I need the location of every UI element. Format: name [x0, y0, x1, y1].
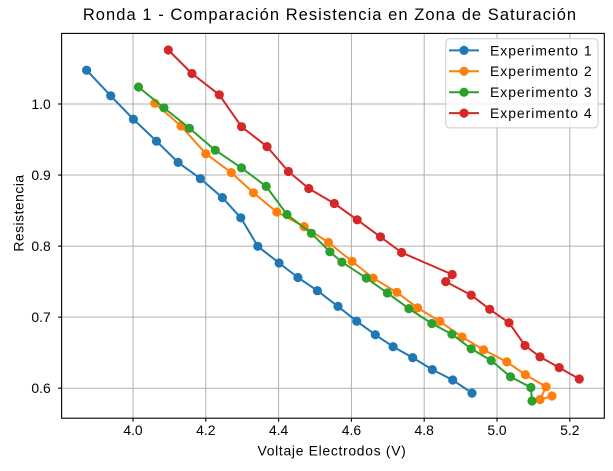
svg-text:Experimento 4: Experimento 4	[490, 105, 593, 121]
svg-text:0.8: 0.8	[31, 238, 51, 254]
svg-text:5.0: 5.0	[487, 422, 507, 438]
svg-text:Experimento 1: Experimento 1	[490, 42, 593, 58]
svg-text:4.6: 4.6	[342, 422, 362, 438]
svg-text:1.0: 1.0	[31, 96, 51, 112]
svg-text:4.2: 4.2	[196, 422, 216, 438]
svg-text:4.4: 4.4	[269, 422, 289, 438]
svg-text:0.7: 0.7	[31, 309, 51, 325]
svg-text:0.6: 0.6	[31, 380, 51, 396]
svg-text:Experimento 3: Experimento 3	[490, 84, 593, 100]
svg-text:Voltaje Electrodos (V): Voltaje Electrodos (V)	[258, 443, 407, 459]
svg-text:4.8: 4.8	[415, 422, 435, 438]
svg-text:0.9: 0.9	[31, 167, 51, 183]
svg-text:5.2: 5.2	[560, 422, 580, 438]
svg-text:Resistencia: Resistencia	[11, 174, 27, 251]
svg-text:4.0: 4.0	[123, 422, 143, 438]
svg-text:Experimento 2: Experimento 2	[490, 63, 593, 79]
svg-text:Ronda 1 - Comparación Resisten: Ronda 1 - Comparación Resistencia en Zon…	[83, 6, 577, 24]
